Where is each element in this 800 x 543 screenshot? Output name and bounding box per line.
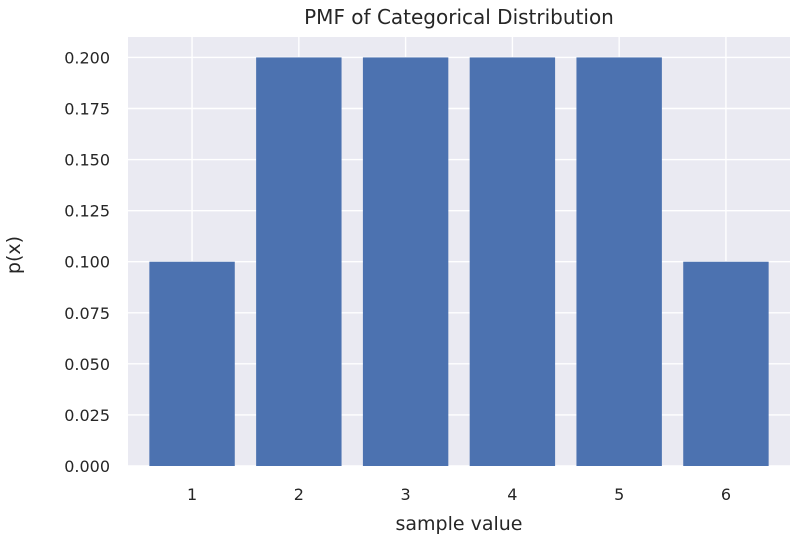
y-tick-label: 0.075 — [64, 304, 110, 323]
x-tick-label: 4 — [507, 485, 517, 504]
x-tick-label: 6 — [721, 485, 731, 504]
y-axis-ticks: 0.000 0.025 0.050 0.075 0.100 0.125 0.150 0.175… — [64, 48, 110, 476]
y-tick-label: 0.150 — [64, 151, 110, 170]
x-tick-label: 5 — [614, 485, 624, 504]
chart-title: PMF of Categorical Distribution — [304, 5, 614, 29]
bar-2 — [256, 57, 342, 467]
bars — [149, 57, 769, 467]
y-tick-label: 0.050 — [64, 355, 110, 374]
x-tick-label: 3 — [401, 485, 411, 504]
y-tick-label: 0.100 — [64, 253, 110, 272]
x-axis-title: sample value — [395, 513, 522, 535]
x-tick-label: 2 — [294, 485, 304, 504]
x-axis-ticks: 1 2 3 4 5 6 — [187, 485, 731, 504]
bar-5 — [576, 57, 662, 467]
y-tick-label: 0.175 — [64, 100, 110, 119]
bar-6 — [683, 261, 769, 466]
y-tick-label: 0.125 — [64, 202, 110, 221]
bar-3 — [362, 57, 449, 467]
y-tick-label: 0.025 — [64, 406, 110, 425]
x-tick-label: 1 — [187, 485, 197, 504]
y-tick-label: 0.000 — [64, 457, 110, 476]
y-tick-label: 0.200 — [64, 48, 110, 67]
bar-1 — [149, 261, 235, 466]
y-axis-title: p(x) — [3, 236, 25, 274]
bar-4 — [469, 57, 556, 467]
